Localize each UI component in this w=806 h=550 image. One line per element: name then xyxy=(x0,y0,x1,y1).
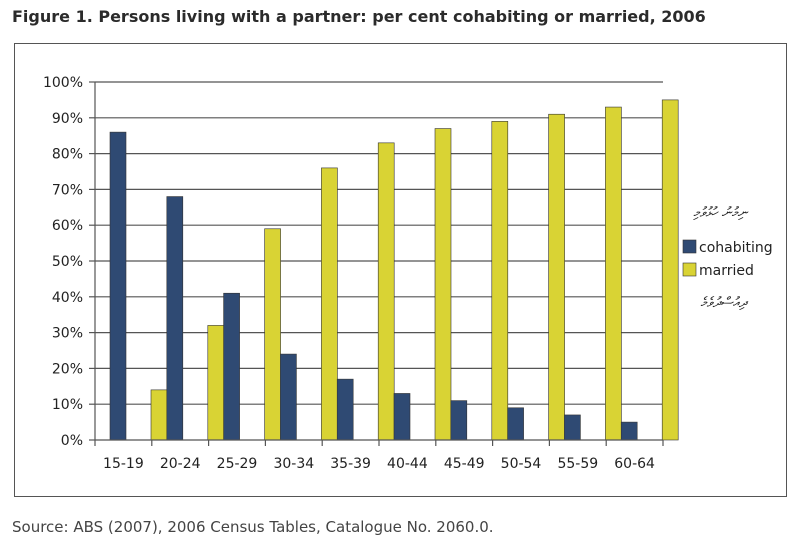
bar-married xyxy=(661,99,679,441)
bar-married xyxy=(207,325,225,441)
y-tick-label: 10% xyxy=(52,397,83,413)
axes xyxy=(89,81,664,446)
bar-married xyxy=(548,113,565,441)
bar-married xyxy=(377,142,395,441)
source-note: Source: ABS (2007), 2006 Census Tables, … xyxy=(12,518,494,536)
bar-cohabiting xyxy=(450,400,468,441)
bar-married xyxy=(150,389,168,441)
y-tick-label: 30% xyxy=(52,326,83,342)
x-tick-label: 20-24 xyxy=(160,456,201,472)
y-tick-label: 50% xyxy=(52,254,83,270)
bar-married xyxy=(491,121,509,441)
bar-married xyxy=(434,128,452,441)
x-tick-label: 35-39 xyxy=(330,456,371,472)
bar-cohabiting xyxy=(620,421,638,441)
bars xyxy=(109,99,679,441)
bar-cohabiting xyxy=(109,131,127,441)
bar-cohabiting xyxy=(507,407,524,441)
x-tick-label: 40-44 xyxy=(387,456,428,472)
y-tick-label: 90% xyxy=(52,111,83,127)
bar-cohabiting xyxy=(564,414,581,441)
bar-cohabiting xyxy=(166,196,184,441)
y-tick-label: 70% xyxy=(52,182,83,198)
x-tick-label: 25-29 xyxy=(217,456,258,472)
bar-cohabiting xyxy=(223,292,240,441)
legend-swatch-cohabiting xyxy=(682,239,697,254)
x-tick-label: 60-64 xyxy=(614,456,655,472)
y-tick-label: 40% xyxy=(52,290,83,306)
bar-married xyxy=(264,228,281,441)
x-tick-label: 15-19 xyxy=(103,456,144,472)
chart-frame: 0% 10% 20% 30% 40% 50% 60% 70% 80% 90% 100% 15-19 2… xyxy=(14,43,787,497)
x-tick-label: 55-59 xyxy=(557,456,598,472)
legend-label-married: married xyxy=(699,263,754,279)
bar-married xyxy=(321,167,338,441)
overlay-text-bottom: ދިއުސްދުވެމެ xyxy=(700,295,748,311)
figure-title: Figure 1. Persons living with a partner:… xyxy=(12,7,706,26)
legend: cohabiting married xyxy=(682,239,773,279)
bar-married xyxy=(605,106,622,441)
bar-cohabiting xyxy=(393,393,411,441)
y-tick-labels: 0% 10% 20% 30% 40% 50% 60% 70% 80% 90% 100% xyxy=(43,75,83,449)
x-tick-label: 45-49 xyxy=(444,456,485,472)
legend-label-cohabiting: cohabiting xyxy=(699,240,773,256)
bar-chart: 0% 10% 20% 30% 40% 50% 60% 70% 80% 90% 100% 15-19 2… xyxy=(43,75,773,472)
y-tick-label: 0% xyxy=(61,433,83,449)
bar-cohabiting xyxy=(336,378,354,441)
x-tick-label: 50-54 xyxy=(501,456,542,472)
y-tick-label: 80% xyxy=(52,147,83,163)
y-tick-label: 100% xyxy=(43,75,83,91)
x-tick-label: 30-34 xyxy=(273,456,314,472)
y-tick-label: 20% xyxy=(52,361,83,377)
y-tick-label: 60% xyxy=(52,218,83,234)
legend-swatch-married xyxy=(682,262,697,277)
overlay-text-top: ނިމުނު ހުޅުވުމި xyxy=(692,205,749,221)
x-tick-labels: 15-19 20-24 25-29 30-34 35-39 40-44 45-49 50-54… xyxy=(103,456,655,472)
bar-cohabiting xyxy=(280,353,297,441)
